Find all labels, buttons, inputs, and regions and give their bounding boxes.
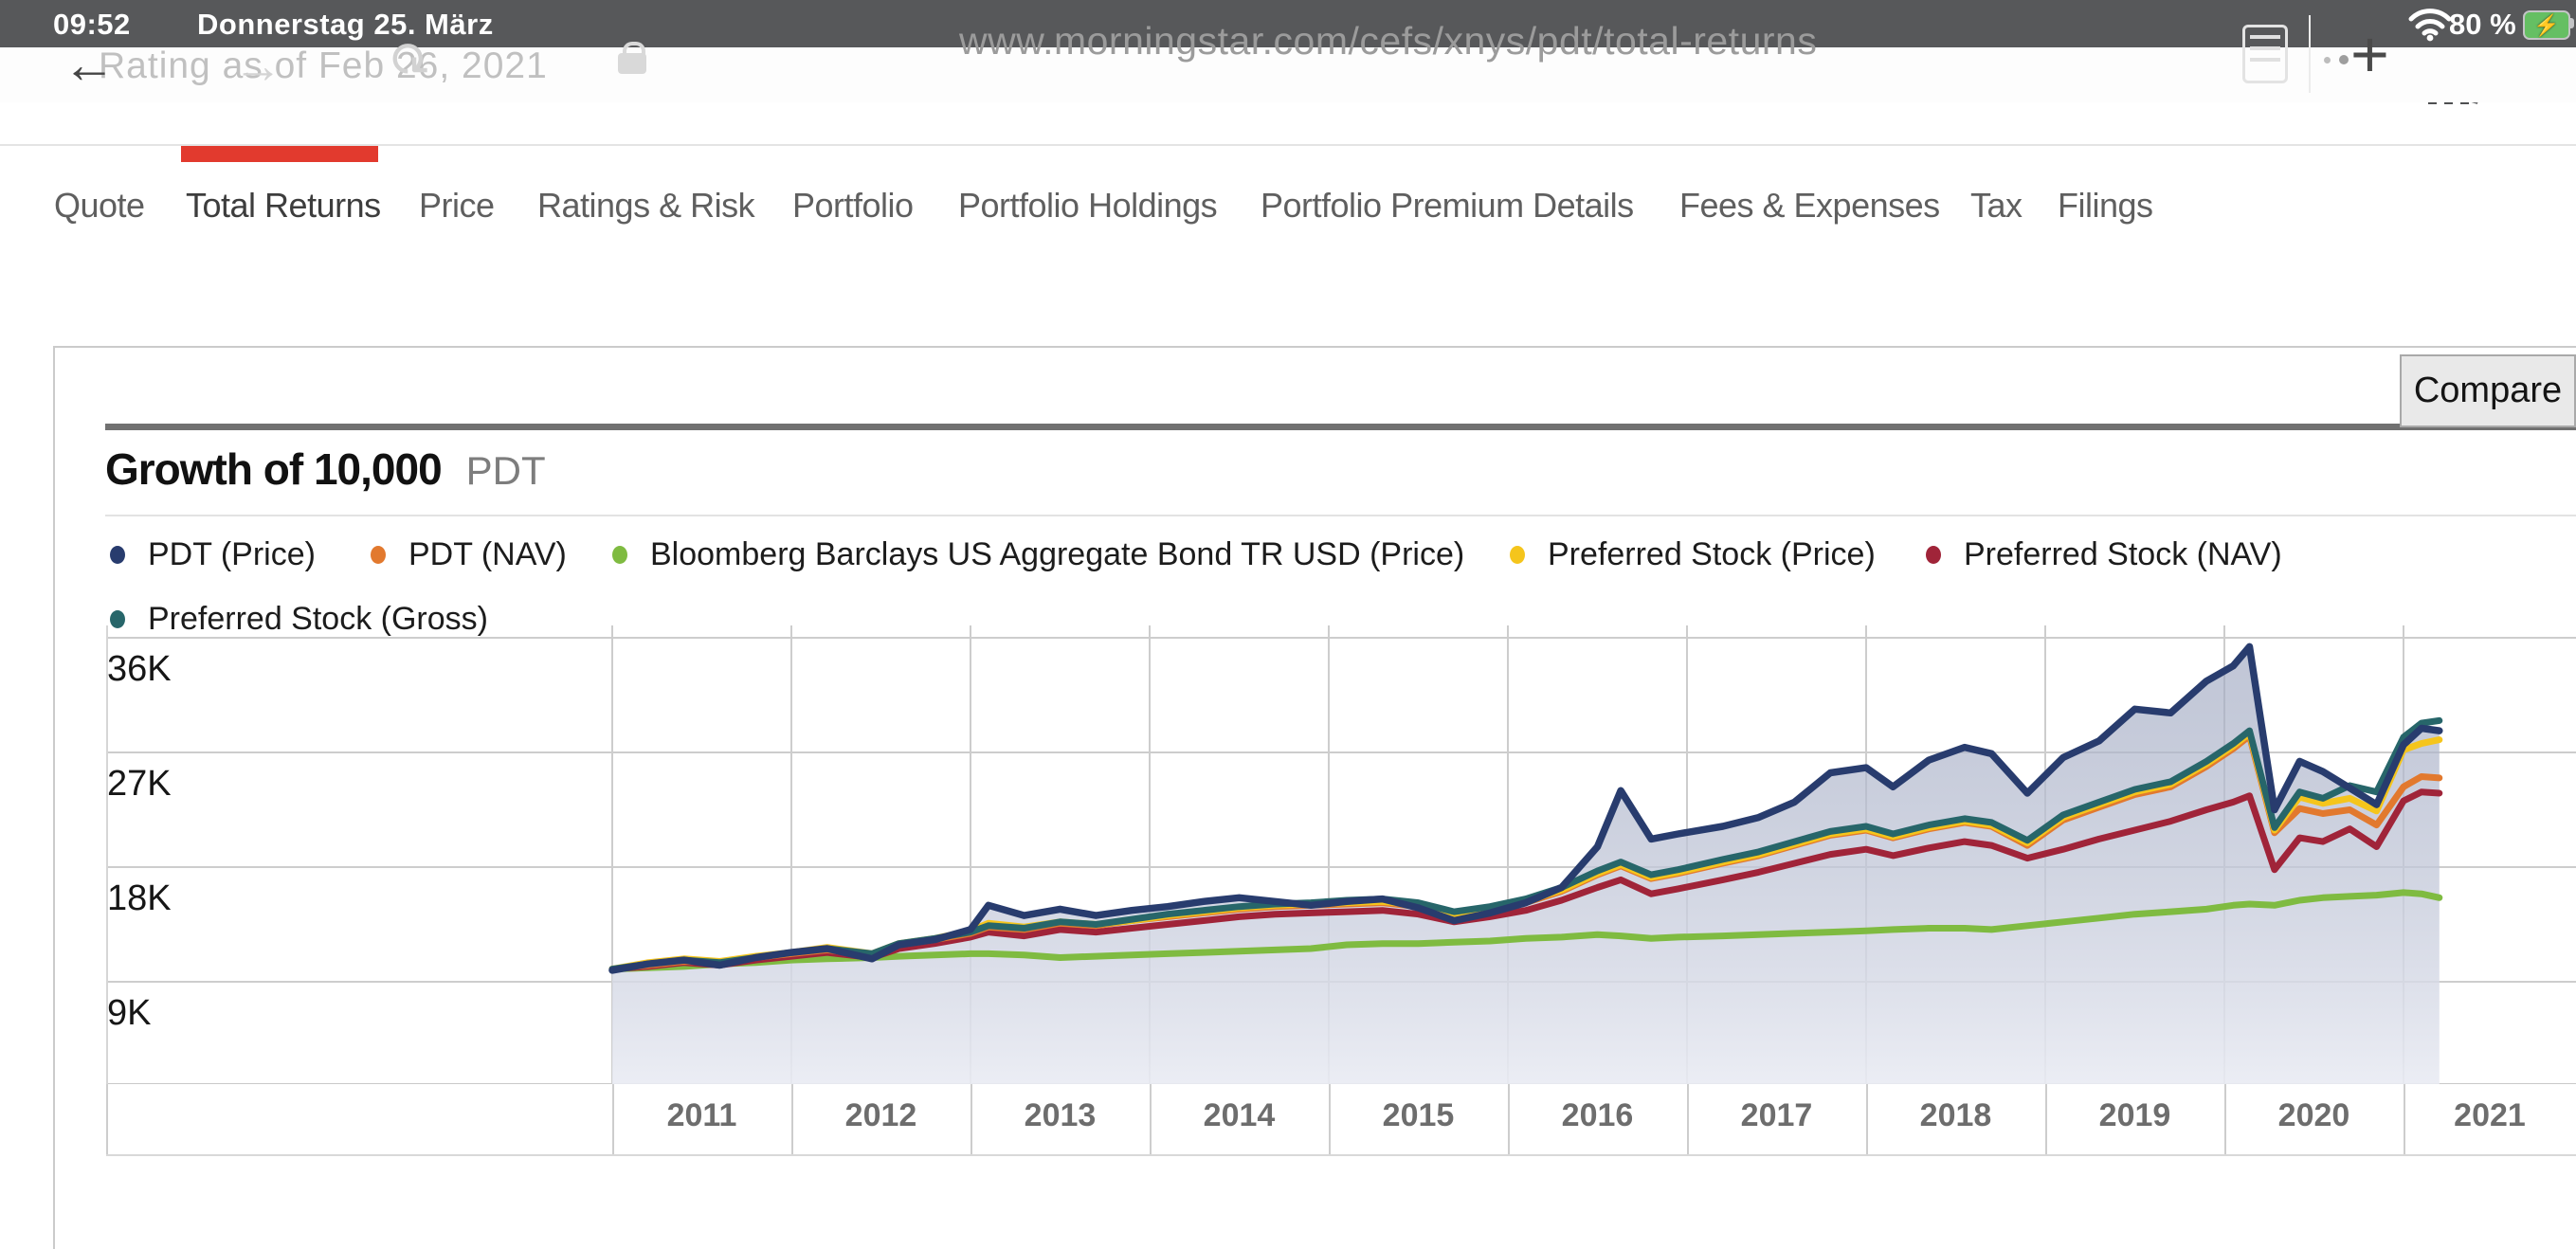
y-tick-36K: 36K: [107, 649, 172, 689]
ghost-page-text: Rating as of Feb 26, 2021: [99, 45, 548, 86]
y-tick-18K: 18K: [107, 878, 172, 918]
legend-item-bloomberg-barclays-us-aggregate-bond-tr-usd-price-[interactable]: Bloomberg Barclays US Aggregate Bond TR …: [612, 533, 1464, 576]
x-tick-2012: 2012: [844, 1097, 917, 1133]
legend-label: Bloomberg Barclays US Aggregate Bond TR …: [650, 535, 1465, 572]
series-line-pdt-price-: [608, 643, 2443, 974]
card-border-top: [53, 346, 2576, 348]
x-tick-2011: 2011: [666, 1097, 737, 1133]
legend-label: Preferred Stock (Price): [1548, 535, 1876, 572]
charging-bolt-icon: ⚡: [2533, 12, 2560, 37]
title-divider: [105, 515, 2576, 516]
x-axis-cell-border: [612, 1084, 614, 1154]
x-axis-row: [106, 1084, 2576, 1156]
legend-item-pdt-nav-[interactable]: PDT (NAV): [371, 533, 567, 576]
x-tick-2016: 2016: [1561, 1097, 1634, 1133]
nav-tab-filings[interactable]: Filings: [2058, 186, 2153, 225]
status-date: Donnerstag 25. März: [197, 8, 494, 41]
x-tick-2014: 2014: [1203, 1097, 1276, 1133]
x-tick-2013: 2013: [1024, 1097, 1097, 1133]
x-axis-cell-border: [2404, 1084, 2405, 1154]
battery-cap: [2570, 18, 2574, 28]
nav-tab-portfolio-premium-details[interactable]: Portfolio Premium Details: [1261, 186, 1634, 225]
legend-label: Preferred Stock (Gross): [148, 600, 488, 637]
growth-chart-plot[interactable]: [106, 625, 2576, 1084]
legend-item-preferred-stock-gross-[interactable]: Preferred Stock (Gross): [110, 597, 488, 641]
nav-divider: [0, 144, 2576, 146]
y-tick-9K: 9K: [107, 993, 152, 1033]
nav-tab-fees-expenses[interactable]: Fees & Expenses: [1679, 186, 1940, 225]
x-tick-2020: 2020: [2277, 1097, 2350, 1133]
x-axis-cell-border: [1687, 1084, 1689, 1154]
reader-icon[interactable]: [2242, 25, 2288, 83]
dot-decoration: [2339, 55, 2349, 64]
chart-title-text: Growth of 10,000: [105, 444, 443, 494]
x-axis-cell-border: [1508, 1084, 1510, 1154]
x-tick-2021: 2021: [2454, 1097, 2526, 1133]
legend-dot-icon: [612, 545, 627, 564]
y-tick-27K: 27K: [107, 764, 172, 804]
legend-label: PDT (NAV): [408, 535, 567, 572]
x-axis-cell-border: [2224, 1084, 2226, 1154]
address-bar-url[interactable]: www.morningstar.com/cefs/xnys/pdt/total-…: [959, 19, 1818, 63]
nav-tab-tax[interactable]: Tax: [1970, 186, 2023, 225]
ios-status-bar: 09:52 Donnerstag 25. März 80 % ⚡: [0, 0, 2576, 47]
legend-dot-icon: [1510, 545, 1525, 564]
lock-icon: [618, 42, 646, 74]
safari-toolbar-strip: [0, 47, 2576, 102]
dot-decoration: [2324, 57, 2331, 63]
chart-ticker: PDT: [465, 448, 546, 493]
x-axis-cell-border: [2045, 1084, 2047, 1154]
active-tab-indicator: [181, 146, 378, 162]
legend-dot-icon: [1926, 545, 1941, 564]
x-tick-2015: 2015: [1382, 1097, 1455, 1133]
x-tick-2018: 2018: [1919, 1097, 1992, 1133]
x-tick-2019: 2019: [2098, 1097, 2171, 1133]
toolbar-divider: [2309, 15, 2311, 93]
forward-icon[interactable]: →: [233, 39, 282, 94]
legend-dot-icon: [110, 609, 125, 628]
status-time: 09:52: [53, 8, 131, 41]
compare-button[interactable]: Compare: [2400, 354, 2576, 427]
x-axis-cell-border: [1150, 1084, 1152, 1154]
series-line-preferred-stock-nav-: [608, 788, 2443, 973]
nav-tab-price[interactable]: Price: [419, 186, 495, 225]
nav-tab-ratings-risk[interactable]: Ratings & Risk: [537, 186, 755, 225]
legend-dot-icon: [110, 545, 125, 564]
legend-label: Preferred Stock (NAV): [1964, 535, 2282, 572]
x-axis-cell-border: [1329, 1084, 1331, 1154]
legend-dot-icon: [371, 545, 386, 564]
wifi-icon: [2407, 6, 2453, 46]
back-icon[interactable]: ←: [63, 34, 116, 94]
legend-item-preferred-stock-price-[interactable]: Preferred Stock (Price): [1510, 533, 1876, 576]
nav-tab-portfolio[interactable]: Portfolio: [792, 186, 914, 225]
legend-item-preferred-stock-nav-[interactable]: Preferred Stock (NAV): [1926, 533, 2282, 576]
legend-label: PDT (Price): [148, 535, 316, 572]
x-axis-cell-border: [106, 1084, 108, 1154]
x-axis-cell-border: [1866, 1084, 1868, 1154]
x-axis-cell-border: [791, 1084, 793, 1154]
legend-item-pdt-price-[interactable]: PDT (Price): [110, 533, 316, 576]
battery-percent: 80 %: [2449, 8, 2516, 41]
chart-section-rule: [105, 424, 2576, 430]
battery-icon: ⚡: [2523, 10, 2570, 40]
nav-tab-portfolio-holdings[interactable]: Portfolio Holdings: [958, 186, 1218, 225]
x-tick-2017: 2017: [1740, 1097, 1813, 1133]
x-axis-cell-border: [971, 1084, 972, 1154]
series-line-bloomberg-barclays-us-aggregate-bond-tr-usd-price-: [608, 889, 2443, 973]
nav-tab-quote[interactable]: Quote: [54, 186, 145, 225]
new-tab-plus-icon[interactable]: +: [2350, 17, 2389, 91]
chart-title: Growth of 10,000 PDT: [105, 443, 546, 495]
nav-tab-total-returns[interactable]: Total Returns: [186, 186, 381, 225]
card-border-left: [53, 346, 55, 1249]
